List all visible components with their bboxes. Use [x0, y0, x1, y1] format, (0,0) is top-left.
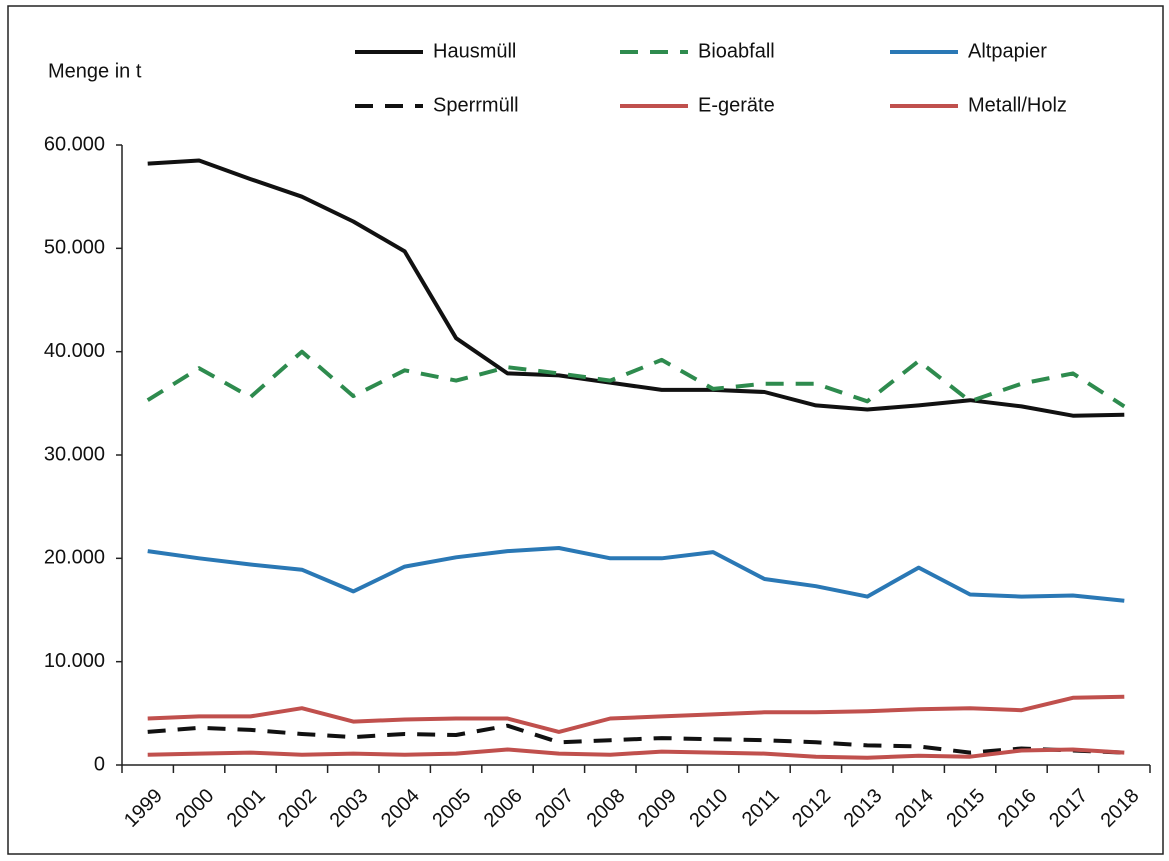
y-tick-label: 10.000 [44, 650, 105, 672]
legend-label: Altpapier [968, 40, 1047, 62]
y-tick-label: 50.000 [44, 237, 105, 259]
series-line [147, 723, 1125, 755]
frame [7, 5, 1164, 855]
x-tick-label: 2010 [685, 785, 732, 832]
x-tick-label: 2012 [788, 785, 835, 832]
y-tick-label: 30.000 [44, 443, 105, 465]
legend-label: E-geräte [698, 94, 775, 116]
x-tick-label: 2004 [377, 785, 424, 832]
y-tick-label: 0 [94, 753, 105, 775]
x-tick-label: 2009 [634, 785, 681, 832]
x-tick-label: 2013 [840, 785, 887, 832]
series-line [146, 349, 1126, 409]
x-tick-label: 2017 [1045, 785, 1092, 832]
series-line [147, 747, 1125, 760]
legend-label: Bioabfall [698, 40, 775, 62]
legend-label: Sperrmüll [433, 94, 519, 116]
legend-label: Hausmüll [433, 40, 516, 62]
x-tick-label: 2001 [223, 785, 270, 832]
x-tick-label: 2014 [891, 785, 938, 832]
y-axis-label: Menge in t [48, 60, 142, 82]
x-tick-label: 2007 [531, 785, 578, 832]
x-tick-label: 2018 [1097, 785, 1144, 832]
x-tick-label: 2002 [274, 785, 321, 832]
y-tick-label: 60.000 [44, 133, 105, 155]
x-tick-label: 2011 [738, 785, 784, 831]
series-line [147, 694, 1125, 734]
series-line [147, 546, 1125, 603]
x-tick-label: 2008 [583, 785, 630, 832]
x-tick-label: 1999 [120, 785, 167, 832]
series-line [147, 158, 1125, 418]
x-tick-label: 2003 [326, 785, 373, 832]
x-tick-label: 2006 [480, 785, 527, 832]
y-tick-label: 20.000 [44, 547, 105, 569]
x-tick-label: 2005 [428, 785, 475, 832]
y-tick-label: 40.000 [44, 340, 105, 362]
x-tick-label: 2016 [994, 785, 1041, 832]
x-tick-label: 2000 [171, 785, 218, 832]
legend-label: Metall/Holz [968, 94, 1067, 116]
x-tick-label: 2015 [942, 785, 989, 832]
